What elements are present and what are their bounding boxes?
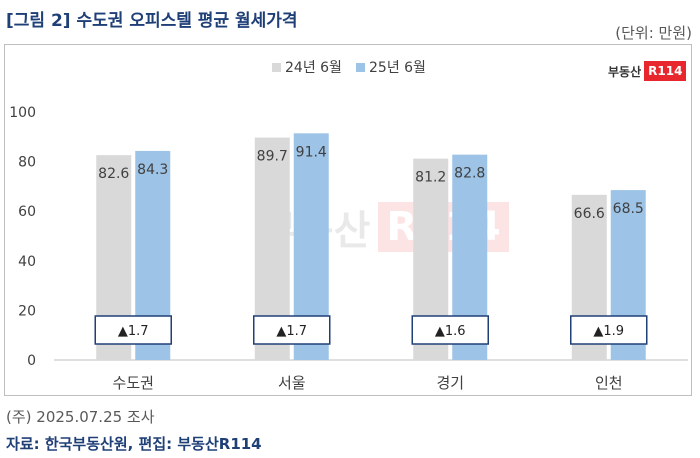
- change-box: [411, 315, 489, 345]
- data-label: 82.6: [98, 166, 129, 182]
- y-tick-label: 60: [18, 204, 36, 220]
- x-tick-label: 인천: [595, 374, 623, 392]
- x-tick-label: 서울: [278, 374, 306, 392]
- data-label: 91.4: [296, 144, 327, 160]
- data-label: 81.2: [415, 170, 446, 186]
- source-note: 자료: 한국부동산원, 편집: 부동산R114: [6, 435, 262, 453]
- logo-mark: R114: [644, 61, 687, 81]
- chart-frame: [4, 44, 692, 396]
- x-tick-label: 경기: [436, 374, 464, 392]
- unit-label: (단위: 만원): [615, 24, 692, 42]
- y-tick-label: 100: [9, 105, 36, 121]
- data-label: 89.7: [257, 149, 288, 165]
- change-box: [94, 315, 172, 345]
- change-box: [570, 315, 648, 345]
- footnote: (주) 2025.07.25 조사: [6, 408, 155, 426]
- legend-swatch: [272, 63, 281, 72]
- change-label: ▲1.6: [435, 324, 466, 339]
- change-label: ▲1.7: [276, 324, 307, 339]
- y-tick-label: 80: [18, 155, 36, 171]
- legend-label: 24년 6월: [285, 60, 342, 76]
- data-label: 68.5: [613, 201, 644, 217]
- logo-text: 부동산: [608, 64, 642, 79]
- x-tick-label: 수도권: [113, 374, 154, 392]
- change-box: [253, 315, 331, 345]
- chart-title: [그림 2] 수도권 오피스텔 평균 월세가격: [6, 11, 298, 31]
- data-label: 84.3: [137, 162, 168, 178]
- change-label: ▲1.7: [118, 324, 149, 339]
- y-tick-label: 0: [27, 353, 36, 369]
- y-tick-label: 20: [18, 303, 36, 319]
- data-label: 82.8: [454, 166, 485, 182]
- change-label: ▲1.9: [593, 324, 624, 339]
- legend-label: 25년 6월: [369, 60, 426, 76]
- brand-logo: 부동산 R114: [608, 60, 687, 82]
- data-label: 66.6: [574, 206, 605, 222]
- legend-swatch: [356, 63, 365, 72]
- y-tick-label: 40: [18, 254, 36, 270]
